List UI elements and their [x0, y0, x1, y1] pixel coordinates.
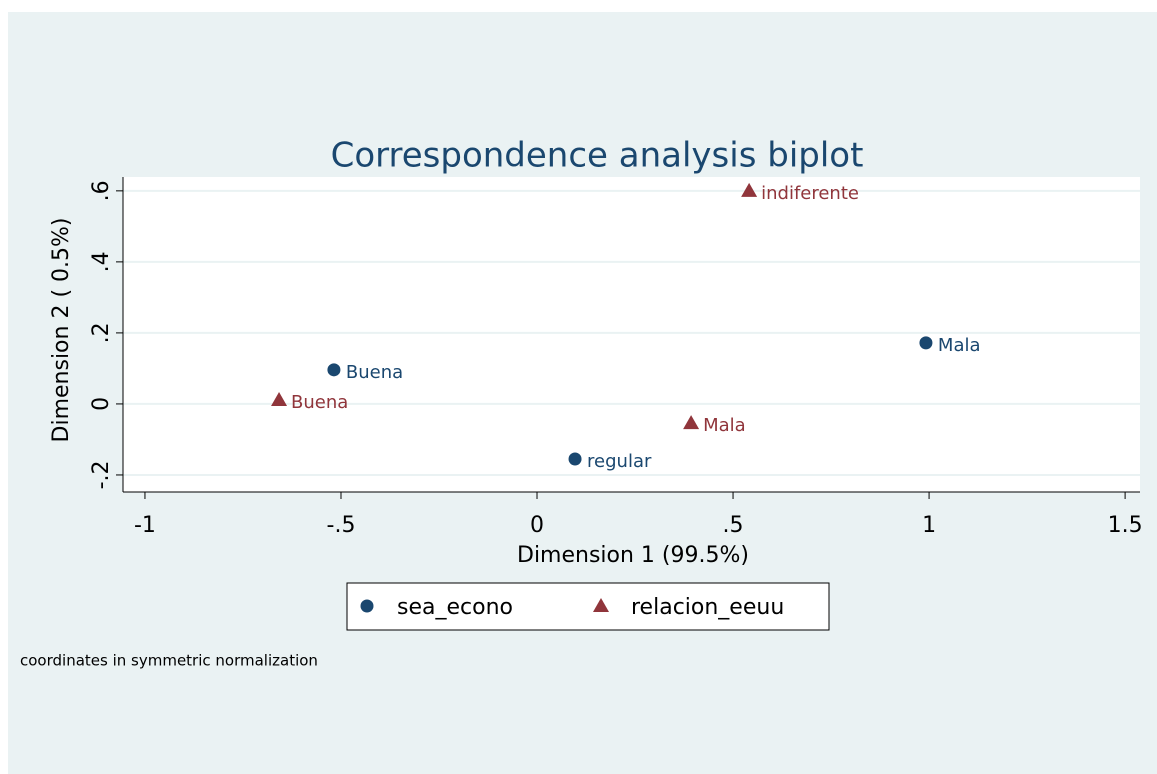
point-label: Buena	[291, 392, 348, 413]
y-tick-label: .6	[89, 180, 114, 201]
y-tick-label: -.2	[89, 460, 114, 489]
point	[271, 392, 288, 407]
legend-label: sea_econo	[397, 595, 513, 620]
point-label: Buena	[346, 362, 403, 383]
point-label: Mala	[938, 335, 981, 356]
note: coordinates in symmetric normalization	[20, 652, 318, 670]
chart-title: Correspondence analysis biplot	[331, 136, 864, 176]
x-tick-label: 1.5	[1108, 513, 1143, 538]
legend-marker	[593, 598, 609, 612]
point	[568, 452, 582, 466]
y-axis-title: Dimension 2 ( 0.5%)	[49, 218, 74, 443]
x-tick-label: -1	[134, 513, 156, 538]
x-axis-title: Dimension 1 (99.5%)	[517, 543, 749, 568]
y-tick-label: .2	[89, 322, 114, 343]
point	[327, 363, 341, 377]
x-tick-label: 1	[922, 513, 936, 538]
plot-region	[123, 177, 1140, 492]
y-tick-label: 0	[89, 397, 114, 411]
point	[741, 182, 758, 197]
point	[919, 336, 933, 350]
x-tick-label: -.5	[327, 513, 356, 538]
point	[683, 415, 700, 430]
legend-marker	[360, 599, 374, 613]
point-label: indiferente	[761, 183, 859, 204]
x-tick-label: 0	[530, 513, 544, 538]
x-tick-label: .5	[723, 513, 744, 538]
point-label: Mala	[703, 415, 746, 436]
legend-label: relacion_eeuu	[631, 595, 784, 620]
y-tick-label: .4	[89, 251, 114, 272]
point-label: regular	[587, 451, 652, 472]
legend-box	[346, 582, 830, 631]
